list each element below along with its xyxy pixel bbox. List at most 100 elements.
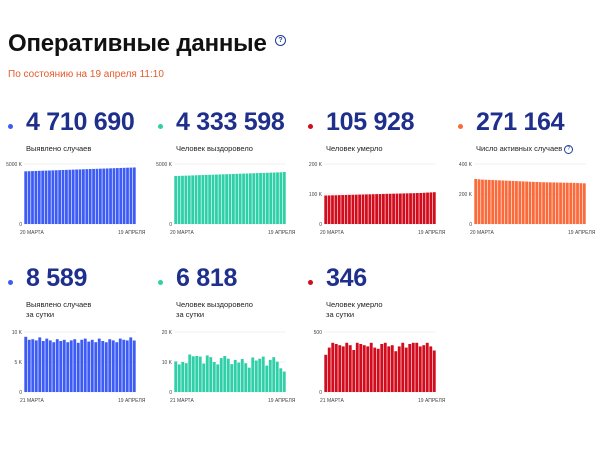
chart-bar[interactable] <box>548 182 552 224</box>
chart-bar[interactable] <box>432 350 436 392</box>
chart-bar[interactable] <box>102 168 106 224</box>
chart-bar[interactable] <box>474 179 478 224</box>
chart-bar[interactable] <box>521 181 525 224</box>
chart-bar[interactable] <box>418 346 422 392</box>
chart-bar[interactable] <box>429 192 433 224</box>
chart-bar[interactable] <box>225 174 228 224</box>
chart-bar[interactable] <box>259 173 262 224</box>
chart-bar[interactable] <box>261 356 265 392</box>
chart-bar[interactable] <box>276 172 279 224</box>
chart-bar[interactable] <box>398 193 402 224</box>
chart-bar[interactable] <box>240 359 244 392</box>
chart-bar[interactable] <box>132 167 136 224</box>
chart-bar[interactable] <box>380 344 384 392</box>
chart-bar[interactable] <box>244 363 248 392</box>
chart-bar[interactable] <box>73 339 77 392</box>
chart-bar[interactable] <box>209 357 213 392</box>
chart-bar[interactable] <box>265 172 269 224</box>
chart-bar[interactable] <box>219 358 223 392</box>
chart-bar[interactable] <box>205 355 209 392</box>
chart-bar[interactable] <box>251 357 255 393</box>
chart-bar[interactable] <box>115 168 119 224</box>
chart-bar[interactable] <box>552 182 556 224</box>
chart-bar[interactable] <box>31 171 34 224</box>
chart-bar[interactable] <box>528 181 532 224</box>
chart-bar[interactable] <box>390 345 394 392</box>
chart-bar[interactable] <box>412 193 416 224</box>
chart-bar[interactable] <box>337 195 341 224</box>
chart-bar[interactable] <box>61 170 65 224</box>
chart-bar[interactable] <box>405 193 409 224</box>
chart-bar[interactable] <box>275 361 279 392</box>
chart-bar[interactable] <box>383 342 387 392</box>
chart-bar[interactable] <box>132 340 136 392</box>
chart-bar[interactable] <box>411 342 415 392</box>
chart-bar[interactable] <box>187 175 191 224</box>
chart-bar[interactable] <box>282 171 286 224</box>
chart-bar[interactable] <box>582 183 586 224</box>
chart-bar[interactable] <box>27 171 31 224</box>
chart-bar[interactable] <box>38 337 42 392</box>
chart-bar[interactable] <box>368 194 372 224</box>
chart-bar[interactable] <box>71 169 75 224</box>
chart-bar[interactable] <box>359 344 363 392</box>
chart-bar[interactable] <box>55 339 59 392</box>
chart-bar[interactable] <box>58 170 62 224</box>
chart-bar[interactable] <box>334 344 338 392</box>
chart-bar[interactable] <box>223 356 227 392</box>
chart-bar[interactable] <box>515 181 518 224</box>
chart-bar[interactable] <box>194 175 198 224</box>
chart-bar[interactable] <box>255 173 259 224</box>
chart-bar[interactable] <box>230 364 234 392</box>
chart-bar[interactable] <box>108 339 112 392</box>
chart-bar[interactable] <box>82 169 85 224</box>
chart-bar[interactable] <box>68 169 72 224</box>
chart-bar[interactable] <box>237 362 241 392</box>
chart-bar[interactable] <box>559 182 562 224</box>
chart-bar[interactable] <box>115 342 119 392</box>
chart-bar[interactable] <box>362 345 366 392</box>
chart-bar[interactable] <box>181 175 184 224</box>
chart-bar[interactable] <box>228 174 232 224</box>
chart-bar[interactable] <box>24 171 28 224</box>
chart-bar[interactable] <box>327 347 331 392</box>
chart-bar[interactable] <box>95 168 99 224</box>
chart-bar[interactable] <box>111 340 115 392</box>
chart-bar[interactable] <box>76 342 80 392</box>
chart-bar[interactable] <box>262 172 266 224</box>
chart-bar[interactable] <box>345 342 349 392</box>
chart-bar[interactable] <box>191 356 195 392</box>
chart-bar[interactable] <box>331 342 335 392</box>
chart-bar[interactable] <box>508 180 512 224</box>
chart-bar[interactable] <box>247 367 251 392</box>
chart-bar[interactable] <box>387 346 391 392</box>
chart-bar[interactable] <box>395 193 399 224</box>
chart-bar[interactable] <box>429 346 433 392</box>
chart-bar[interactable] <box>125 340 129 392</box>
chart-bar[interactable] <box>97 338 101 392</box>
chart-bar[interactable] <box>324 354 328 392</box>
chart-bar[interactable] <box>48 340 52 392</box>
chart-bar[interactable] <box>369 342 373 392</box>
chart-bar[interactable] <box>195 356 199 392</box>
chart-bar[interactable] <box>425 342 429 392</box>
chart-bar[interactable] <box>532 181 535 224</box>
chart-bar[interactable] <box>177 364 181 392</box>
chart-bar[interactable] <box>66 342 70 392</box>
chart-bar[interactable] <box>52 342 56 392</box>
chart-bar[interactable] <box>48 170 51 224</box>
chart-bar[interactable] <box>324 195 328 225</box>
chart-bar[interactable] <box>212 362 216 392</box>
chart-bar[interactable] <box>358 194 362 224</box>
chart-bar[interactable] <box>477 179 481 224</box>
chart-bar[interactable] <box>282 371 286 392</box>
chart-bar[interactable] <box>484 179 488 224</box>
chart-bar[interactable] <box>208 174 212 224</box>
chart-bar[interactable] <box>41 341 45 392</box>
chart-bar[interactable] <box>235 173 239 224</box>
chart-bar[interactable] <box>122 167 126 224</box>
chart-bar[interactable] <box>341 195 345 224</box>
chart-bar[interactable] <box>388 193 392 224</box>
chart-bar[interactable] <box>221 174 225 224</box>
chart-bar[interactable] <box>331 195 334 224</box>
